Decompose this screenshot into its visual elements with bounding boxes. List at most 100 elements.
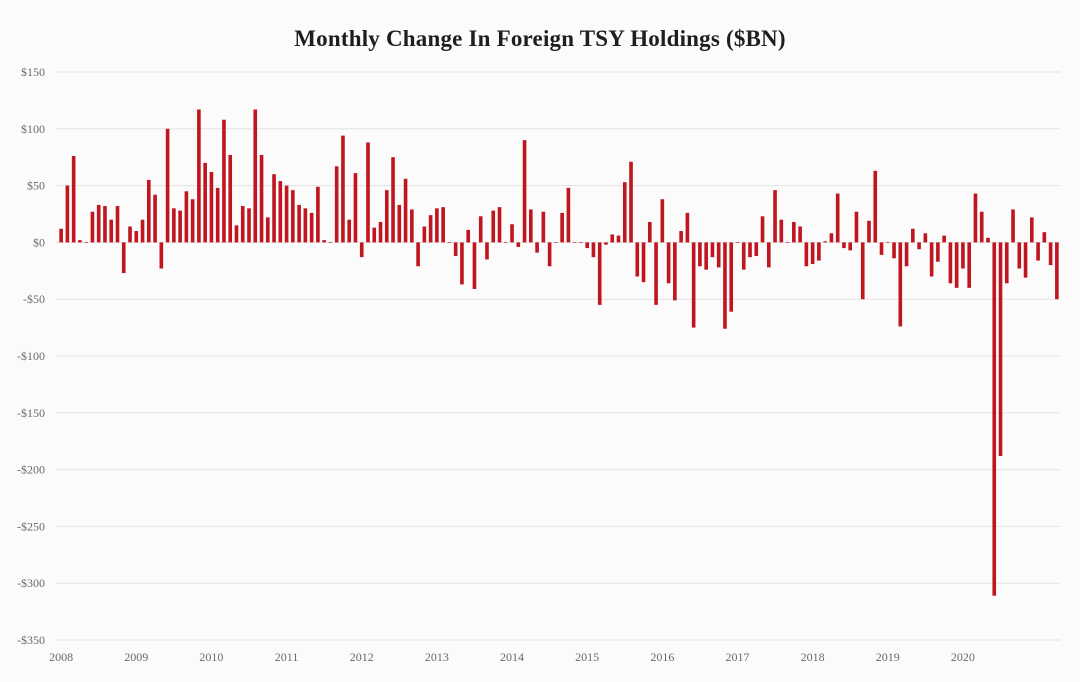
y-tick-label: -$300: [17, 576, 45, 590]
bar: [397, 204, 402, 243]
gridlines: [56, 71, 1060, 641]
bar: [259, 154, 264, 243]
bar: [265, 217, 270, 243]
bar: [428, 215, 433, 243]
bar: [622, 182, 627, 243]
bar: [779, 219, 784, 243]
bar: [303, 208, 308, 243]
bar: [115, 206, 120, 243]
bar: [660, 199, 665, 243]
x-tick-label: 2009: [124, 650, 148, 664]
bar: [284, 185, 289, 243]
bar: [146, 179, 151, 243]
x-tick-label: 2018: [801, 650, 825, 664]
bar: [610, 234, 615, 243]
bar: [541, 211, 546, 243]
bar: [691, 242, 696, 328]
bar: [1055, 242, 1059, 300]
x-tick-label: 2017: [725, 650, 749, 664]
bar: [372, 227, 377, 243]
bar: [366, 142, 370, 243]
bar: [472, 242, 477, 289]
bar: [203, 162, 207, 243]
bar: [71, 156, 76, 243]
bar: [347, 219, 352, 243]
bar: [579, 242, 583, 243]
chart-title: Monthly Change In Foreign TSY Holdings (…: [294, 26, 786, 51]
bar: [936, 242, 940, 262]
bar: [810, 242, 815, 264]
bar: [460, 242, 464, 285]
bar: [172, 208, 176, 243]
bar: [741, 242, 746, 270]
bar: [1042, 232, 1047, 243]
bar: [65, 185, 70, 243]
y-tick-label: -$250: [17, 519, 45, 533]
bar: [485, 242, 489, 260]
bar: [215, 187, 220, 243]
bar: [447, 242, 452, 243]
y-tick-label: -$100: [17, 349, 45, 363]
bar: [616, 235, 621, 243]
bar: [453, 242, 458, 257]
y-tick-label: $50: [27, 179, 45, 193]
bar: [566, 187, 571, 243]
bar: [547, 242, 552, 267]
bar: [1004, 242, 1009, 284]
bar: [503, 242, 508, 243]
x-tick-label: 2008: [49, 650, 73, 664]
bar: [867, 220, 871, 243]
x-tick-label: 2011: [275, 650, 299, 664]
bar: [228, 154, 233, 243]
bar: [316, 186, 320, 243]
bar: [979, 211, 984, 243]
bar: [804, 242, 809, 267]
bar: [679, 231, 683, 243]
bar: [723, 242, 727, 329]
bar: [159, 242, 164, 269]
bar: [961, 242, 965, 269]
bar: [992, 242, 997, 596]
bar: [917, 242, 921, 250]
bar: [497, 207, 502, 243]
bar: [384, 190, 389, 243]
x-tick-label: 2014: [500, 650, 524, 664]
bar: [911, 228, 915, 243]
bar: [128, 226, 132, 243]
bar: [848, 242, 853, 251]
bar: [842, 242, 846, 249]
bar: [716, 242, 721, 268]
bar: [322, 240, 326, 243]
bar: [140, 219, 145, 243]
bar: [391, 157, 395, 243]
bar: [647, 221, 652, 243]
bar: [291, 190, 295, 243]
bar: [328, 242, 333, 243]
bar: [410, 209, 414, 243]
bar: [103, 206, 107, 243]
x-tick-label: 2019: [876, 650, 900, 664]
bar: [297, 204, 301, 243]
bar: [247, 208, 251, 243]
bar: [278, 181, 283, 243]
bar: [109, 219, 114, 243]
bar: [929, 242, 934, 277]
bar: [309, 212, 314, 243]
bar: [817, 242, 821, 261]
bar: [604, 242, 608, 245]
bar: [184, 191, 189, 243]
bar: [510, 224, 514, 243]
y-tick-label: $0: [33, 235, 45, 249]
bar: [522, 140, 527, 243]
bar: [754, 242, 759, 257]
y-tick-label: -$200: [17, 463, 45, 477]
bar: [134, 231, 139, 243]
bar: [403, 178, 408, 243]
bar: [535, 242, 539, 253]
bar: [341, 135, 345, 243]
bar: [704, 242, 708, 270]
bar: [685, 212, 690, 243]
bar: [1030, 217, 1034, 243]
bar: [986, 237, 990, 243]
bar: [84, 242, 88, 243]
